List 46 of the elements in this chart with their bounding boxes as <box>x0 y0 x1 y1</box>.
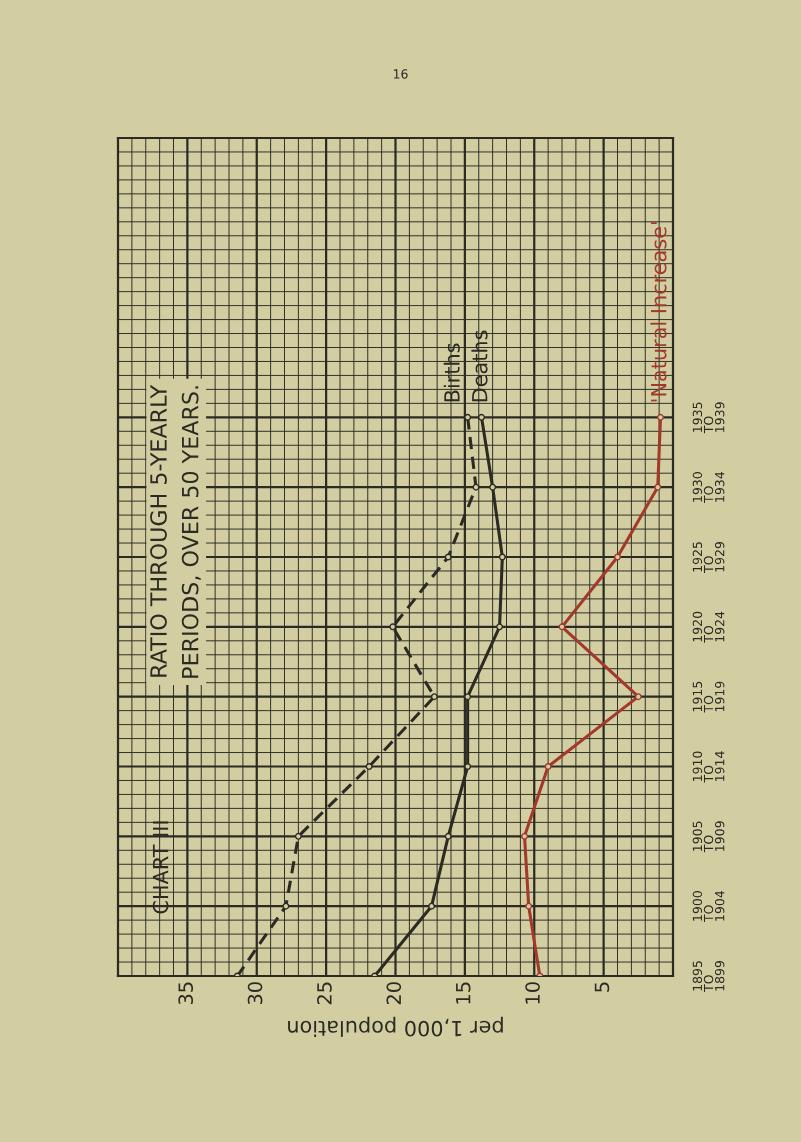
x-tick-label: 5 <box>594 982 610 992</box>
point <box>544 763 552 770</box>
y-tick-label: 1900 TO 1904 <box>692 890 725 923</box>
y-tick-label: 1935 TO 1939 <box>692 402 725 434</box>
point <box>430 693 438 701</box>
y-tick-label: 1910 TO 1914 <box>692 751 725 783</box>
y-tick-label: 1905 TO 1909 <box>692 821 725 853</box>
point <box>489 483 497 491</box>
x-tick-label: 25 <box>317 982 332 1005</box>
x-tick-label: 10 <box>525 982 540 1004</box>
point <box>444 832 452 840</box>
text: 'Natural Increase' <box>650 222 667 402</box>
y-tick-label: 1895 TO 1899 <box>692 960 725 992</box>
point <box>654 483 662 491</box>
y-tick-label: 1915 TO 1919 <box>692 681 725 713</box>
x-axis-title: per 1,000 population <box>288 1016 503 1037</box>
point <box>496 623 504 631</box>
point <box>634 693 642 701</box>
point <box>558 623 566 631</box>
point <box>521 832 529 840</box>
point <box>365 763 373 770</box>
point <box>464 693 472 701</box>
x-tick-label: 30 <box>247 982 263 1005</box>
text: Deaths <box>471 330 488 402</box>
point <box>472 483 480 491</box>
point <box>614 553 621 561</box>
point <box>464 763 472 770</box>
point <box>657 413 664 421</box>
y-tick-label: 1920 TO 1924 <box>692 611 725 643</box>
text: RATIO THROUGH 5-YEARLY PERIODS, OVER 50 YEARS. <box>150 384 201 678</box>
point <box>498 553 506 561</box>
y-tick-label: 1925 TO 1929 <box>692 541 725 573</box>
text: 16 <box>393 69 408 79</box>
point <box>294 832 302 840</box>
x-tick-label: 15 <box>456 982 471 1004</box>
point <box>428 902 436 910</box>
point <box>464 413 472 421</box>
point <box>282 902 290 910</box>
point <box>444 553 452 561</box>
text: Births <box>443 343 460 402</box>
text: CHART III <box>152 821 169 914</box>
point <box>525 902 533 910</box>
x-tick-label: 35 <box>178 982 194 1005</box>
point <box>478 413 485 421</box>
y-tick-label: 1930 TO 1934 <box>692 471 725 504</box>
x-tick-label: 20 <box>386 982 402 1005</box>
